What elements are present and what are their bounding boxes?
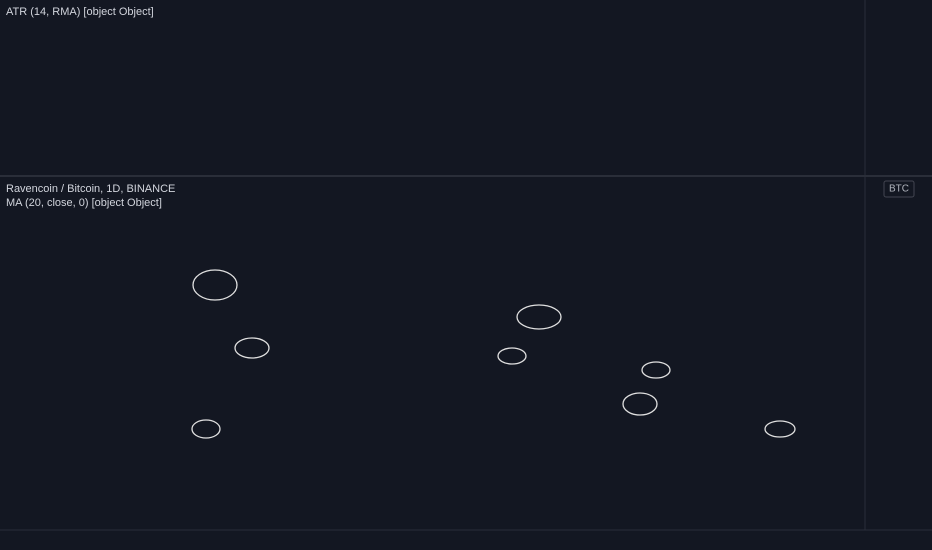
- ellipse: [764, 420, 796, 438]
- currency-label: BTC: [889, 184, 909, 195]
- ellipse: [622, 392, 658, 416]
- ellipse: [192, 269, 238, 301]
- currency-badge: [883, 180, 915, 198]
- ellipse: [191, 419, 221, 439]
- annotations: [191, 269, 796, 439]
- ma-legend: MA (20, close, 0) [object Object]: [6, 197, 162, 209]
- ellipse: [516, 304, 562, 330]
- ellipse: [234, 337, 270, 359]
- atr-title: ATR (14, RMA) [object Object]: [6, 6, 154, 18]
- ellipse: [641, 361, 671, 379]
- price-title: Ravencoin / Bitcoin, 1D, BINANCE: [6, 183, 175, 195]
- ellipse: [497, 347, 527, 365]
